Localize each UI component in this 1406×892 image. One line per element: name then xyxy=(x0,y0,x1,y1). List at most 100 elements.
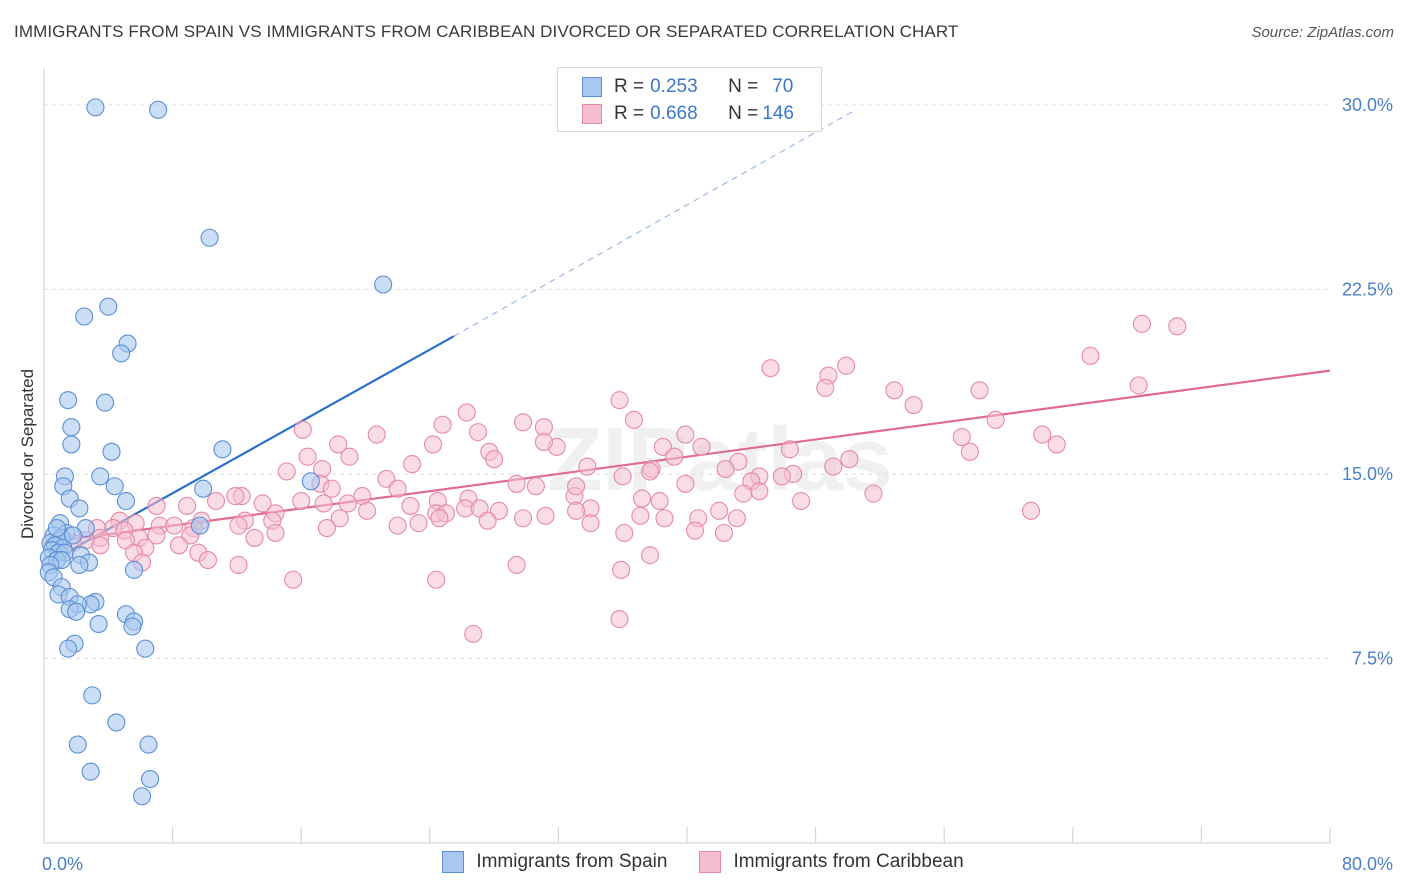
data-point-caribbean xyxy=(567,501,586,520)
data-point-spain xyxy=(112,344,131,363)
data-point-caribbean xyxy=(567,477,586,496)
data-point-caribbean xyxy=(904,396,923,415)
data-point-spain xyxy=(374,275,393,294)
data-point-spain xyxy=(213,440,232,459)
data-point-caribbean xyxy=(615,523,634,543)
data-point-caribbean xyxy=(1033,425,1052,444)
data-point-caribbean xyxy=(340,447,359,466)
data-point-caribbean xyxy=(206,491,226,511)
legend-n-label: N = xyxy=(728,103,759,124)
legend-swatch-spain xyxy=(582,77,602,97)
data-point-caribbean xyxy=(780,440,799,459)
data-point-spain xyxy=(124,560,144,579)
data-point-caribbean xyxy=(1047,435,1066,454)
data-point-spain xyxy=(123,617,142,636)
data-point-caribbean xyxy=(610,391,629,410)
x-tick-labels: 0.0% 80.0% xyxy=(42,854,1393,874)
data-point-caribbean xyxy=(245,528,264,547)
data-point-spain xyxy=(63,526,82,545)
data-point-caribbean xyxy=(716,459,735,479)
data-point-caribbean xyxy=(631,506,650,525)
y-tick-label: 22.5% xyxy=(1342,279,1393,299)
data-point-caribbean xyxy=(734,484,753,503)
data-point-caribbean xyxy=(612,560,631,579)
data-point-spain xyxy=(62,418,81,437)
data-point-caribbean xyxy=(613,467,632,486)
data-point-spain xyxy=(107,713,126,732)
data-point-caribbean xyxy=(178,496,197,515)
data-point-caribbean xyxy=(714,523,734,543)
data-point-caribbean xyxy=(314,494,333,513)
data-point-caribbean xyxy=(284,570,303,589)
data-point-caribbean xyxy=(478,511,497,530)
data-point-caribbean xyxy=(581,514,600,533)
legend-n-value: 70 xyxy=(772,76,794,97)
data-point-caribbean xyxy=(837,356,856,375)
data-point-spain xyxy=(59,639,78,658)
y-axis-label: Divorced or Separated xyxy=(18,368,37,540)
x-tick-label: 80.0% xyxy=(1342,854,1393,874)
data-point-caribbean xyxy=(632,489,652,508)
data-point-caribbean xyxy=(388,516,407,535)
legend-r-value: 0.253 xyxy=(650,76,698,97)
data-point-caribbean xyxy=(464,624,483,643)
bottom-legend-swatch-caribbean xyxy=(699,851,722,873)
data-point-caribbean xyxy=(864,484,883,503)
trend-line-spain-projection xyxy=(453,109,857,337)
data-point-caribbean xyxy=(298,447,317,466)
data-point-caribbean xyxy=(970,381,989,400)
data-point-caribbean xyxy=(840,450,859,469)
data-point-caribbean xyxy=(468,423,488,442)
data-point-caribbean xyxy=(665,447,684,466)
bottom-legend-label-spain: Immigrants from Spain xyxy=(476,851,668,872)
data-point-caribbean xyxy=(1132,314,1151,333)
data-point-caribbean xyxy=(229,516,248,535)
data-point-caribbean xyxy=(578,457,597,476)
data-point-caribbean xyxy=(610,610,629,629)
data-point-caribbean xyxy=(986,410,1005,429)
data-point-caribbean xyxy=(513,509,533,528)
data-point-caribbean xyxy=(266,523,285,543)
data-point-caribbean xyxy=(792,491,811,511)
data-point-caribbean xyxy=(676,425,695,444)
data-point-spain xyxy=(133,787,152,806)
data-point-caribbean xyxy=(692,437,711,456)
bottom-legend: Immigrants from Spain Immigrants from Ca… xyxy=(0,851,1406,873)
legend-n-label: N = xyxy=(728,76,759,97)
legend-r-value: 0.668 xyxy=(650,103,698,124)
correlation-legend: R = 0.253 N = 70 R = 0.668 N = 146 xyxy=(557,67,822,132)
data-point-caribbean xyxy=(147,496,166,515)
data-point-spain xyxy=(86,98,105,117)
data-point-spain xyxy=(91,467,110,486)
y-tick-label: 30.0% xyxy=(1342,95,1393,115)
data-point-caribbean xyxy=(685,521,705,540)
data-point-spain xyxy=(67,602,86,621)
data-point-caribbean xyxy=(534,432,553,452)
data-point-caribbean xyxy=(513,413,533,432)
data-point-caribbean xyxy=(507,555,526,575)
data-point-spain xyxy=(70,499,89,518)
data-point-caribbean xyxy=(1081,346,1100,365)
source-label: Source: ZipAtlas.com xyxy=(1251,24,1394,41)
data-point-caribbean xyxy=(430,509,449,528)
data-point-spain xyxy=(89,614,108,634)
data-point-spain xyxy=(136,639,155,658)
data-point-caribbean xyxy=(536,506,555,525)
legend-row-spain: R = 0.253 N = 70 xyxy=(582,75,793,99)
bottom-legend-caribbean: Immigrants from Caribbean xyxy=(699,851,964,873)
data-point-spain xyxy=(141,769,160,789)
data-point-caribbean xyxy=(169,536,189,555)
data-point-caribbean xyxy=(761,359,780,378)
data-point-spain xyxy=(200,228,219,247)
data-point-caribbean xyxy=(165,516,184,535)
data-point-caribbean xyxy=(960,442,979,461)
data-point-spain xyxy=(83,686,102,705)
data-point-caribbean xyxy=(401,496,420,515)
data-point-caribbean xyxy=(388,479,407,498)
axes xyxy=(43,68,1331,844)
y-tick-label: 7.5% xyxy=(1352,648,1393,668)
bottom-legend-label-caribbean: Immigrants from Caribbean xyxy=(733,851,964,872)
data-point-caribbean xyxy=(507,474,526,493)
data-point-spain xyxy=(116,491,136,511)
